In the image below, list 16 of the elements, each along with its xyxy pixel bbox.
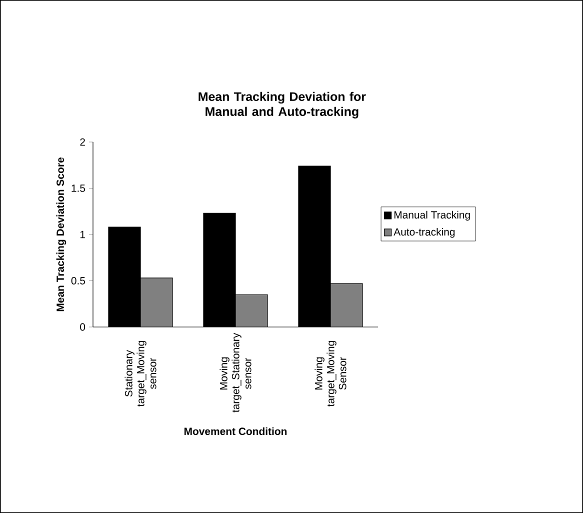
legend-label: Manual Tracking	[394, 210, 470, 221]
y-tick-label: 2	[80, 138, 85, 146]
bar	[236, 294, 268, 327]
y-tick-label: 1	[80, 230, 85, 238]
x-tick-label: Moving target_Stationary sensor	[220, 332, 252, 412]
legend-label: Auto-tracking	[394, 228, 455, 238]
y-tick-label: 1.5	[72, 184, 86, 192]
x-tick-label: Stationary target_Moving sensor	[124, 341, 156, 407]
bar	[330, 283, 363, 327]
y-tick-label: 0	[80, 323, 86, 331]
y-tick-label: 0.5	[71, 277, 86, 284]
bar	[140, 278, 172, 327]
y-axis-title: Mean Tracking Deviation Score	[56, 158, 66, 312]
x-axis-title: Movement Condition	[184, 427, 287, 436]
x-tick-label: Moving target_Moving Sensor	[314, 341, 346, 407]
chart-title: Mean Tracking Deviation for Manual and Auto-tracking	[198, 92, 366, 119]
